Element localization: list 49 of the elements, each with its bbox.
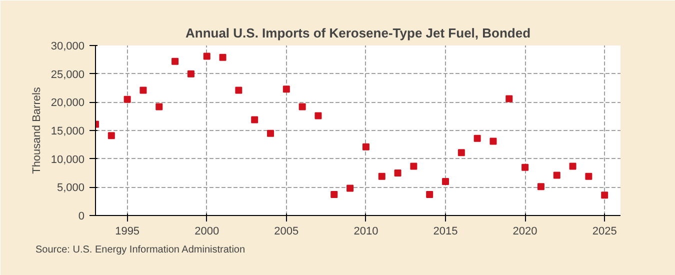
point xyxy=(140,86,147,94)
point xyxy=(172,58,179,65)
point xyxy=(203,52,210,60)
point xyxy=(187,70,194,78)
point xyxy=(267,130,274,137)
point xyxy=(474,134,481,142)
point xyxy=(108,132,115,140)
point xyxy=(522,164,529,171)
point xyxy=(362,143,370,150)
y-tick-label: 30,000 xyxy=(50,40,85,52)
point xyxy=(314,112,322,120)
point xyxy=(601,192,608,199)
point xyxy=(330,191,338,198)
point xyxy=(569,162,576,170)
point xyxy=(219,54,226,61)
point xyxy=(156,103,163,110)
y-tick-label: 15,000 xyxy=(50,126,85,138)
point xyxy=(442,178,449,185)
point xyxy=(553,172,560,179)
point xyxy=(585,172,592,180)
point xyxy=(458,149,465,156)
point xyxy=(378,172,386,180)
source-note: Source: U.S. Energy Information Administration xyxy=(36,244,246,256)
point xyxy=(346,184,354,192)
point xyxy=(490,138,497,145)
y-tick-label: 10,000 xyxy=(50,154,85,166)
x-tick-label: 2000 xyxy=(194,226,220,238)
x-tick-label: 2010 xyxy=(354,226,378,238)
point xyxy=(426,191,434,198)
y-tick-label: 0 xyxy=(78,210,85,222)
point xyxy=(124,96,131,103)
y-tick-label: 20,000 xyxy=(50,97,85,110)
y-tick-label: 5,000 xyxy=(56,182,85,194)
point xyxy=(251,116,258,124)
x-tick-label: 1995 xyxy=(115,226,140,238)
point xyxy=(394,170,402,176)
x-tick-label: 2015 xyxy=(433,226,458,238)
point xyxy=(298,103,306,110)
point xyxy=(410,162,418,170)
point xyxy=(282,86,290,93)
chart-title: Annual U.S. Imports of Kerosene-Type Jet Fuel, Bonded xyxy=(185,26,531,40)
y-axis-title: Thousand Barrels xyxy=(30,86,43,174)
point xyxy=(235,86,242,94)
x-tick-label: 2005 xyxy=(274,226,299,238)
x-tick-label: 2025 xyxy=(592,226,617,238)
point xyxy=(537,183,544,190)
y-tick-label: 25,000 xyxy=(50,68,85,81)
x-tick-label: 2020 xyxy=(512,226,538,238)
point xyxy=(506,95,513,102)
